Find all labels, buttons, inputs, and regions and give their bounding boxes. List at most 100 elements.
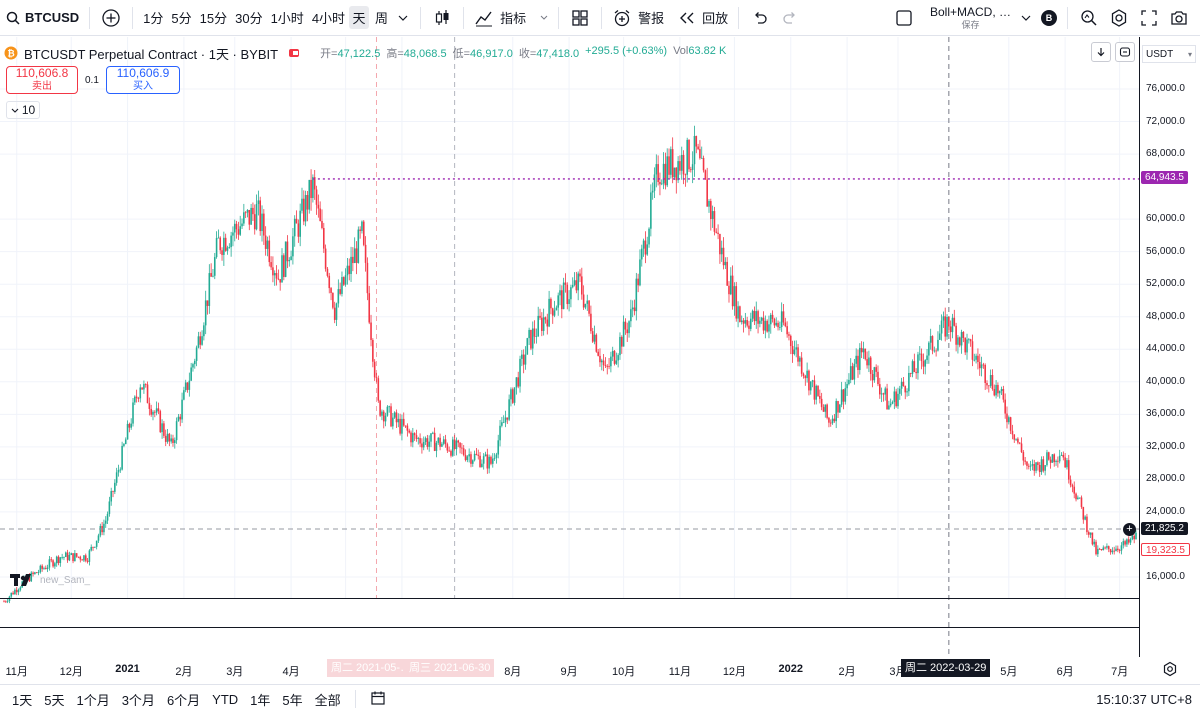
candle (706, 167, 708, 207)
candle (1044, 465, 1046, 476)
candle-body (1078, 497, 1081, 499)
candle (150, 404, 152, 417)
interval-1m[interactable]: 1分 (143, 11, 164, 26)
scroll-to-latest-button[interactable] (1091, 42, 1111, 62)
account-button[interactable]: B (1037, 4, 1061, 32)
pane-separator[interactable] (0, 598, 1139, 599)
candle (933, 346, 936, 353)
candle-body (690, 169, 692, 171)
candle-body (272, 267, 274, 276)
time-label: 11月 (5, 666, 28, 678)
candle-body (533, 328, 536, 337)
candle (308, 179, 311, 214)
candle-body (753, 310, 756, 322)
fullscreen-button[interactable] (1134, 4, 1164, 32)
candle (237, 221, 240, 240)
range-3m[interactable]: 3个月 (121, 692, 155, 708)
layout-checkbox[interactable] (892, 4, 916, 32)
gear-icon[interactable] (1162, 661, 1178, 677)
compare-symbol-button[interactable] (96, 4, 126, 32)
candle (1004, 393, 1006, 419)
candle-body (435, 442, 438, 451)
candle (259, 196, 261, 236)
candle (1115, 545, 1117, 552)
candle-body (1057, 460, 1059, 462)
candle (1053, 453, 1056, 467)
symbol-search[interactable]: BTCUSD (0, 4, 83, 32)
redo-button[interactable] (775, 4, 805, 32)
range-5y[interactable]: 5年 (282, 692, 303, 708)
candle-body (700, 157, 703, 159)
quick-search-button[interactable] (1074, 4, 1104, 32)
candle-body (515, 377, 518, 388)
interval-dropdown[interactable] (392, 4, 414, 32)
candle-body (402, 418, 405, 426)
goto-date-button[interactable] (364, 690, 392, 709)
interval-15m[interactable]: 15分 (199, 11, 228, 26)
candle-body (548, 298, 550, 327)
candle-body (355, 248, 358, 263)
interval-5m[interactable]: 5分 (171, 11, 192, 26)
interval-1h[interactable]: 1小时 (270, 11, 304, 26)
candle (755, 301, 758, 329)
candle-body (312, 177, 314, 199)
candle-body (126, 423, 129, 440)
maximize-pane-button[interactable] (1115, 42, 1135, 62)
chart-type-button[interactable] (427, 4, 457, 32)
range-1m[interactable]: 1个月 (76, 692, 110, 708)
candle-body (123, 444, 125, 446)
buy-button[interactable]: 110,606.9 买入 (106, 66, 180, 94)
candle-body (831, 418, 834, 424)
candle (473, 450, 476, 462)
templates-button[interactable] (565, 4, 595, 32)
candle (470, 451, 472, 468)
candle (964, 337, 967, 356)
interval-30m[interactable]: 30分 (235, 11, 263, 26)
chart-grid (0, 37, 1139, 598)
candle (1097, 545, 1099, 557)
interval-1d[interactable]: 天 (349, 6, 370, 29)
indicators-button[interactable]: 指标 (470, 4, 552, 32)
candle (315, 185, 318, 215)
candle (639, 249, 641, 287)
candle-body (731, 275, 734, 307)
currency-selector[interactable]: USDT ▾ (1142, 45, 1196, 63)
candle-body (664, 163, 667, 186)
candle (264, 226, 267, 256)
candle-body (473, 453, 476, 461)
layout-dropdown[interactable] (1015, 4, 1037, 32)
candle (355, 241, 358, 275)
range-6m[interactable]: 6个月 (166, 692, 201, 708)
range-all[interactable]: 全部 (314, 692, 341, 708)
candle (1038, 462, 1041, 477)
volume-toggle[interactable]: 10 (6, 101, 40, 119)
sell-button[interactable]: 110,606.8 卖出 (6, 66, 78, 94)
price-chart[interactable] (0, 37, 1139, 657)
range-5d[interactable]: 5天 (44, 692, 65, 708)
candle-body (986, 382, 988, 386)
replay-button[interactable]: 回放 (674, 4, 732, 32)
candle-body (1118, 550, 1121, 551)
add-crosshair-icon[interactable]: + (1123, 523, 1136, 536)
candle-body (190, 367, 192, 381)
pane-separator[interactable] (0, 627, 1139, 628)
candle-body (232, 232, 234, 236)
undo-button[interactable] (745, 4, 775, 32)
settings-button[interactable] (1104, 4, 1134, 32)
candle-body (412, 433, 414, 443)
clock[interactable]: 15:10:37 UTC+8 (1096, 692, 1192, 707)
snapshot-button[interactable] (1164, 4, 1194, 32)
interval-4h[interactable]: 4小时 (311, 11, 346, 26)
layout-name[interactable]: Boll+MACD, … 保存 (929, 4, 1011, 30)
interval-1w[interactable]: 周 (375, 11, 389, 26)
alert-button[interactable]: 警报 (608, 4, 668, 32)
range-1y[interactable]: 1年 (250, 692, 271, 708)
candle-body (193, 360, 196, 365)
candle-body (811, 380, 814, 382)
range-1d[interactable]: 1天 (12, 692, 33, 708)
range-ytd[interactable]: YTD (212, 691, 239, 707)
price-scale[interactable] (1139, 37, 1200, 657)
candle-body (857, 355, 859, 371)
candle-body (677, 161, 679, 181)
candle (444, 434, 447, 448)
